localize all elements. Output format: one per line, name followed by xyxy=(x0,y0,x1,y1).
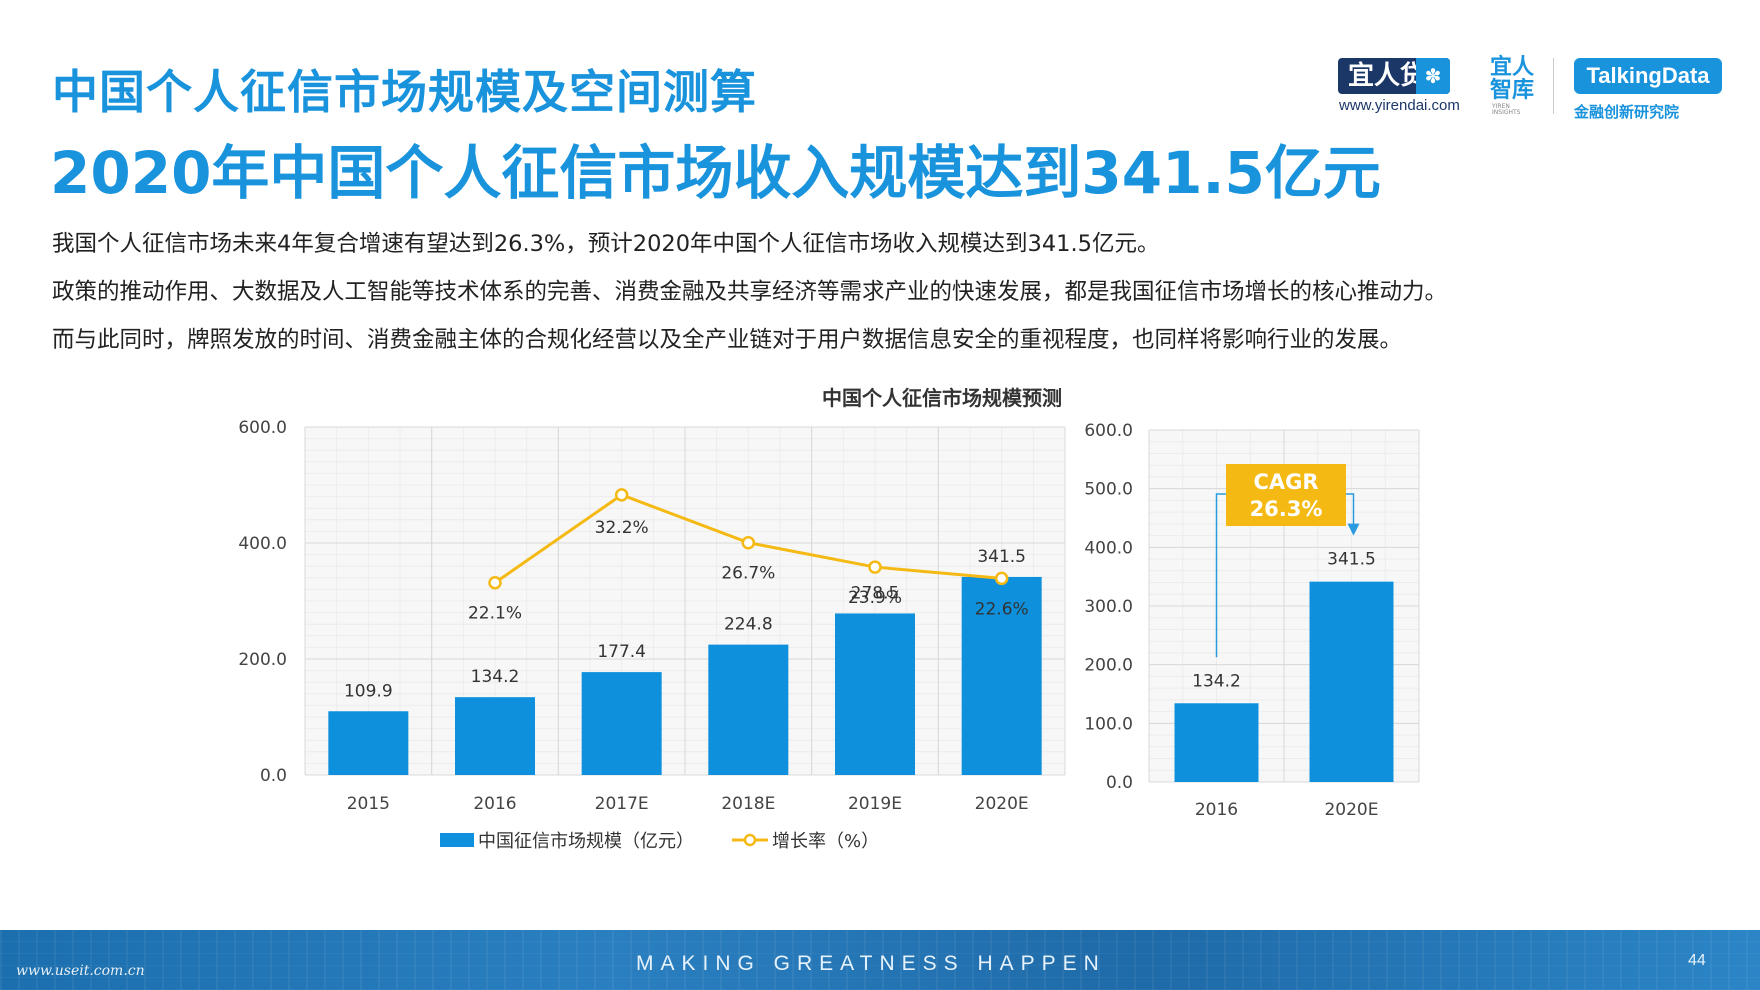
y-tick-label: 600.0 xyxy=(1084,421,1133,441)
growth-rate-label: 26.7% xyxy=(721,564,775,584)
logo-divider xyxy=(1553,58,1554,114)
x-tick-label: 2015 xyxy=(347,794,390,814)
y-tick-label: 0.0 xyxy=(1106,773,1133,793)
footer-pattern xyxy=(0,930,1760,990)
y-tick-label: 400.0 xyxy=(1084,538,1133,558)
growth-rate-point xyxy=(994,571,1009,586)
y-tick-label: 0.0 xyxy=(260,766,287,786)
y-tick-label: 200.0 xyxy=(238,650,287,670)
chart-legend: 中国征信市场规模（亿元） 增长率（%） xyxy=(440,831,879,852)
bar-value-label: 134.2 xyxy=(471,667,520,687)
bar xyxy=(835,613,915,775)
cagr-connector-left xyxy=(1215,493,1226,658)
page-number: 44 xyxy=(1688,952,1706,969)
bar-value-label: 224.8 xyxy=(724,615,773,635)
bar-value-label: 134.2 xyxy=(1192,671,1241,691)
bar xyxy=(1309,581,1394,782)
y-tick-label: 100.0 xyxy=(1084,714,1133,734)
y-tick-label: 200.0 xyxy=(1084,656,1133,676)
y-tick-label: 400.0 xyxy=(238,534,287,554)
bar xyxy=(708,644,789,775)
bar-value-label: 341.5 xyxy=(1327,550,1376,570)
main-chart: 0.0 200.0 400.0 600.0 109.9 134.2 177.4 224.8 27… xyxy=(238,418,1066,814)
bar xyxy=(328,711,409,775)
bar xyxy=(581,672,662,775)
x-tick-label: 2016 xyxy=(1195,800,1238,820)
cagr-arrow-icon xyxy=(1347,523,1360,536)
x-tick-label: 2017E xyxy=(595,794,649,814)
talkingdata-logo: TalkingData xyxy=(1574,58,1722,94)
x-tick-label: 2020E xyxy=(975,794,1029,814)
zhiku-subtext: YIREN INSIGHTS xyxy=(1492,103,1521,116)
growth-rate-point xyxy=(614,488,629,502)
page-subtitle: 2020年中国个人征信市场收入规模达到341.5亿元 xyxy=(50,139,1381,207)
talkingdata-subtext: 金融创新研究院 xyxy=(1574,103,1680,121)
watermark: www.useit.com.cn xyxy=(16,963,145,979)
y-tick-label: 300.0 xyxy=(1084,597,1133,617)
cagr-label: CAGR xyxy=(1253,470,1318,494)
cagr-value: 26.3% xyxy=(1250,497,1323,521)
x-tick-label: 2016 xyxy=(473,794,516,814)
body-paragraph-3: 而与此同时，牌照发放的时间、消费金融主体的合规化经营以及全产业链对于用户数据信息… xyxy=(52,327,1403,353)
footer-banner xyxy=(0,930,1760,990)
zhiku-logo: 宜人智库 xyxy=(1490,55,1535,103)
y-tick-label: 600.0 xyxy=(238,418,287,438)
growth-rate-label: 23.9% xyxy=(848,588,902,608)
chart-title: 中国个人征信市场规模预测 xyxy=(822,386,1062,410)
growth-rate-point xyxy=(741,535,756,550)
bar xyxy=(455,697,535,775)
page-title: 中国个人征信市场规模及空间测算 xyxy=(52,65,757,119)
bar xyxy=(961,576,1042,775)
cagr-box xyxy=(1226,464,1346,526)
cagr-connector-right xyxy=(1346,493,1355,532)
bar xyxy=(1174,703,1259,782)
bar-value-label: 109.9 xyxy=(344,681,393,701)
growth-rate-label: 32.2% xyxy=(595,518,649,538)
legend-line-label: 增长率（%） xyxy=(772,831,879,852)
growth-rate-point xyxy=(488,575,502,590)
x-tick-label: 2020E xyxy=(1324,800,1378,820)
y-tick-label: 500.0 xyxy=(1084,480,1133,500)
yirendai-url: www.yirendai.com xyxy=(1339,97,1460,114)
growth-rate-label: 22.6% xyxy=(975,599,1029,619)
body-paragraph-1: 我国个人征信市场未来4年复合增速有望达到26.3%，预计2020年中国个人征信市… xyxy=(52,231,1160,257)
footer-slogan: MAKING GREATNESS HAPPEN xyxy=(636,952,1106,975)
growth-rate-label: 22.1% xyxy=(468,604,522,624)
charts-canvas: 中国个人征信市场规模预测 0.0 200.0 400.0 600.0 109.9 134.… xyxy=(238,386,1420,852)
body-paragraph-2: 政策的推动作用、大数据及人工智能等技术体系的完善、消费金融及共享经济等需求产业的… xyxy=(52,279,1448,305)
yirendai-mark-icon: ✽ xyxy=(1416,58,1450,94)
x-tick-label: 2018E xyxy=(721,794,775,814)
legend-bar-label: 中国征信市场规模（亿元） xyxy=(478,831,694,852)
legend-line-marker xyxy=(743,833,757,847)
cagr-chart: 0.0 100.0 200.0 300.0 400.0 500.0 600.0 134.2 34… xyxy=(1084,421,1420,820)
bar-value-label: 278.5 xyxy=(851,583,900,603)
x-tick-label: 2019E xyxy=(848,794,902,814)
legend-bar-swatch xyxy=(440,833,474,847)
growth-rate-point xyxy=(868,560,882,574)
bar-value-label: 177.4 xyxy=(597,642,646,662)
bar-value-label: 341.5 xyxy=(977,547,1026,567)
